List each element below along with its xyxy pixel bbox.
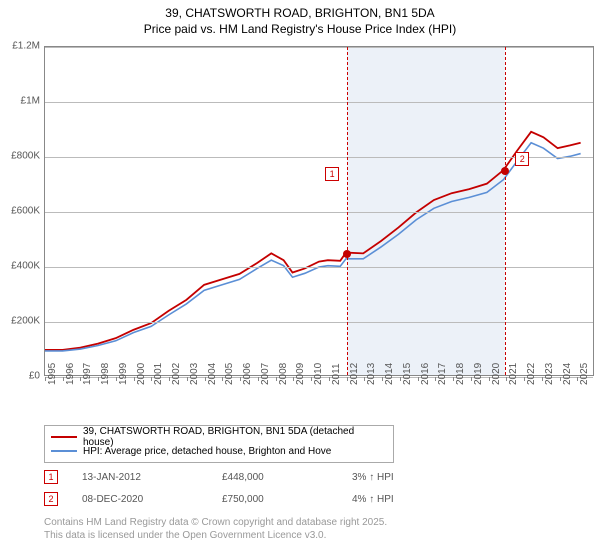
x-axis-label: 2012 <box>349 363 360 385</box>
attribution-line-2: This data is licensed under the Open Gov… <box>44 529 387 542</box>
x-axis-label: 2004 <box>207 363 218 385</box>
x-axis-label: 2001 <box>153 363 164 385</box>
legend-swatch <box>51 450 77 452</box>
x-tick <box>524 377 525 381</box>
x-axis-label: 1997 <box>82 363 93 385</box>
event-delta: 4% ↑ HPI <box>352 494 482 505</box>
event-delta: 3% ↑ HPI <box>352 472 482 483</box>
x-tick <box>489 377 490 381</box>
chart-svg <box>45 47 593 375</box>
x-axis-label: 2007 <box>260 363 271 385</box>
event-dot <box>343 250 351 258</box>
x-tick <box>187 377 188 381</box>
y-axis-label: £800K <box>11 151 40 162</box>
grid-line <box>45 102 593 103</box>
event-row-marker: 2 <box>44 492 58 506</box>
x-axis-label: 2025 <box>579 363 590 385</box>
x-axis-label: 2022 <box>526 363 537 385</box>
x-tick <box>471 377 472 381</box>
x-tick <box>205 377 206 381</box>
event-date: 08-DEC-2020 <box>82 494 222 505</box>
x-axis-label: 2009 <box>295 363 306 385</box>
attribution-line-1: Contains HM Land Registry data © Crown c… <box>44 516 387 529</box>
event-price: £448,000 <box>222 472 352 483</box>
grid-line <box>45 322 593 323</box>
event-dot <box>501 167 509 175</box>
x-tick <box>453 377 454 381</box>
grid-line <box>45 212 593 213</box>
x-tick <box>347 377 348 381</box>
x-axis-label: 2011 <box>331 363 342 385</box>
y-axis-label: £1M <box>21 96 40 107</box>
legend-swatch <box>51 436 77 438</box>
x-tick <box>45 377 46 381</box>
x-axis-label: 2006 <box>242 363 253 385</box>
grid-line <box>45 157 593 158</box>
x-axis-label: 2002 <box>171 363 182 385</box>
x-axis-label: 2018 <box>455 363 466 385</box>
x-tick <box>329 377 330 381</box>
title-line-1: 39, CHATSWORTH ROAD, BRIGHTON, BN1 5DA <box>0 6 600 22</box>
event-row-marker: 1 <box>44 470 58 484</box>
chart-title: 39, CHATSWORTH ROAD, BRIGHTON, BN1 5DA P… <box>0 0 600 37</box>
x-axis-label: 2008 <box>278 363 289 385</box>
event-price: £750,000 <box>222 494 352 505</box>
event-table: 1 13-JAN-2012£448,0003% ↑ HPI 2 08-DEC-2020… <box>44 466 574 510</box>
y-axis-label: £0 <box>29 371 40 382</box>
series-line <box>45 143 581 351</box>
x-axis-label: 2014 <box>384 363 395 385</box>
x-axis-label: 1998 <box>100 363 111 385</box>
x-tick <box>240 377 241 381</box>
event-date: 13-JAN-2012 <box>82 472 222 483</box>
legend: 39, CHATSWORTH ROAD, BRIGHTON, BN1 5DA (… <box>44 425 394 463</box>
legend-item: 39, CHATSWORTH ROAD, BRIGHTON, BN1 5DA (… <box>51 430 387 444</box>
series-line <box>45 132 581 350</box>
x-axis-label: 2000 <box>136 363 147 385</box>
plot-area: 12 <box>44 46 594 376</box>
title-line-2: Price paid vs. HM Land Registry's House … <box>0 22 600 38</box>
x-tick <box>542 377 543 381</box>
x-axis-label: 2010 <box>313 363 324 385</box>
event-row: 2 08-DEC-2020£750,0004% ↑ HPI <box>44 488 574 510</box>
x-axis-label: 2016 <box>420 363 431 385</box>
x-tick <box>116 377 117 381</box>
x-tick <box>134 377 135 381</box>
y-axis-label: £1.2M <box>12 41 40 52</box>
x-tick <box>400 377 401 381</box>
event-vline <box>505 47 506 375</box>
attribution: Contains HM Land Registry data © Crown c… <box>44 516 387 542</box>
x-tick <box>276 377 277 381</box>
grid-line <box>45 47 593 48</box>
x-axis-label: 2024 <box>562 363 573 385</box>
x-axis-label: 2023 <box>544 363 555 385</box>
x-axis-label: 2020 <box>491 363 502 385</box>
x-tick <box>258 377 259 381</box>
x-tick <box>418 377 419 381</box>
y-axis-label: £600K <box>11 206 40 217</box>
legend-label: HPI: Average price, detached house, Brig… <box>83 446 331 457</box>
x-axis-label: 2015 <box>402 363 413 385</box>
chart-container: 12 £0£200K£400K£600K£800K£1M£1.2M1995199… <box>0 40 600 420</box>
x-axis-label: 2017 <box>437 363 448 385</box>
x-axis-label: 2003 <box>189 363 200 385</box>
grid-line <box>45 267 593 268</box>
x-tick <box>382 377 383 381</box>
y-axis-label: £400K <box>11 261 40 272</box>
x-axis-label: 1996 <box>65 363 76 385</box>
x-tick <box>311 377 312 381</box>
event-marker-2: 2 <box>515 152 529 166</box>
event-vline <box>347 47 348 375</box>
x-axis-label: 1995 <box>47 363 58 385</box>
x-axis-label: 2005 <box>224 363 235 385</box>
x-tick <box>63 377 64 381</box>
x-axis-label: 1999 <box>118 363 129 385</box>
x-axis-label: 2013 <box>366 363 377 385</box>
event-marker-1: 1 <box>325 167 339 181</box>
y-axis-label: £200K <box>11 316 40 327</box>
x-axis-label: 2019 <box>473 363 484 385</box>
event-row: 1 13-JAN-2012£448,0003% ↑ HPI <box>44 466 574 488</box>
x-tick <box>560 377 561 381</box>
x-axis-label: 2021 <box>508 363 519 385</box>
